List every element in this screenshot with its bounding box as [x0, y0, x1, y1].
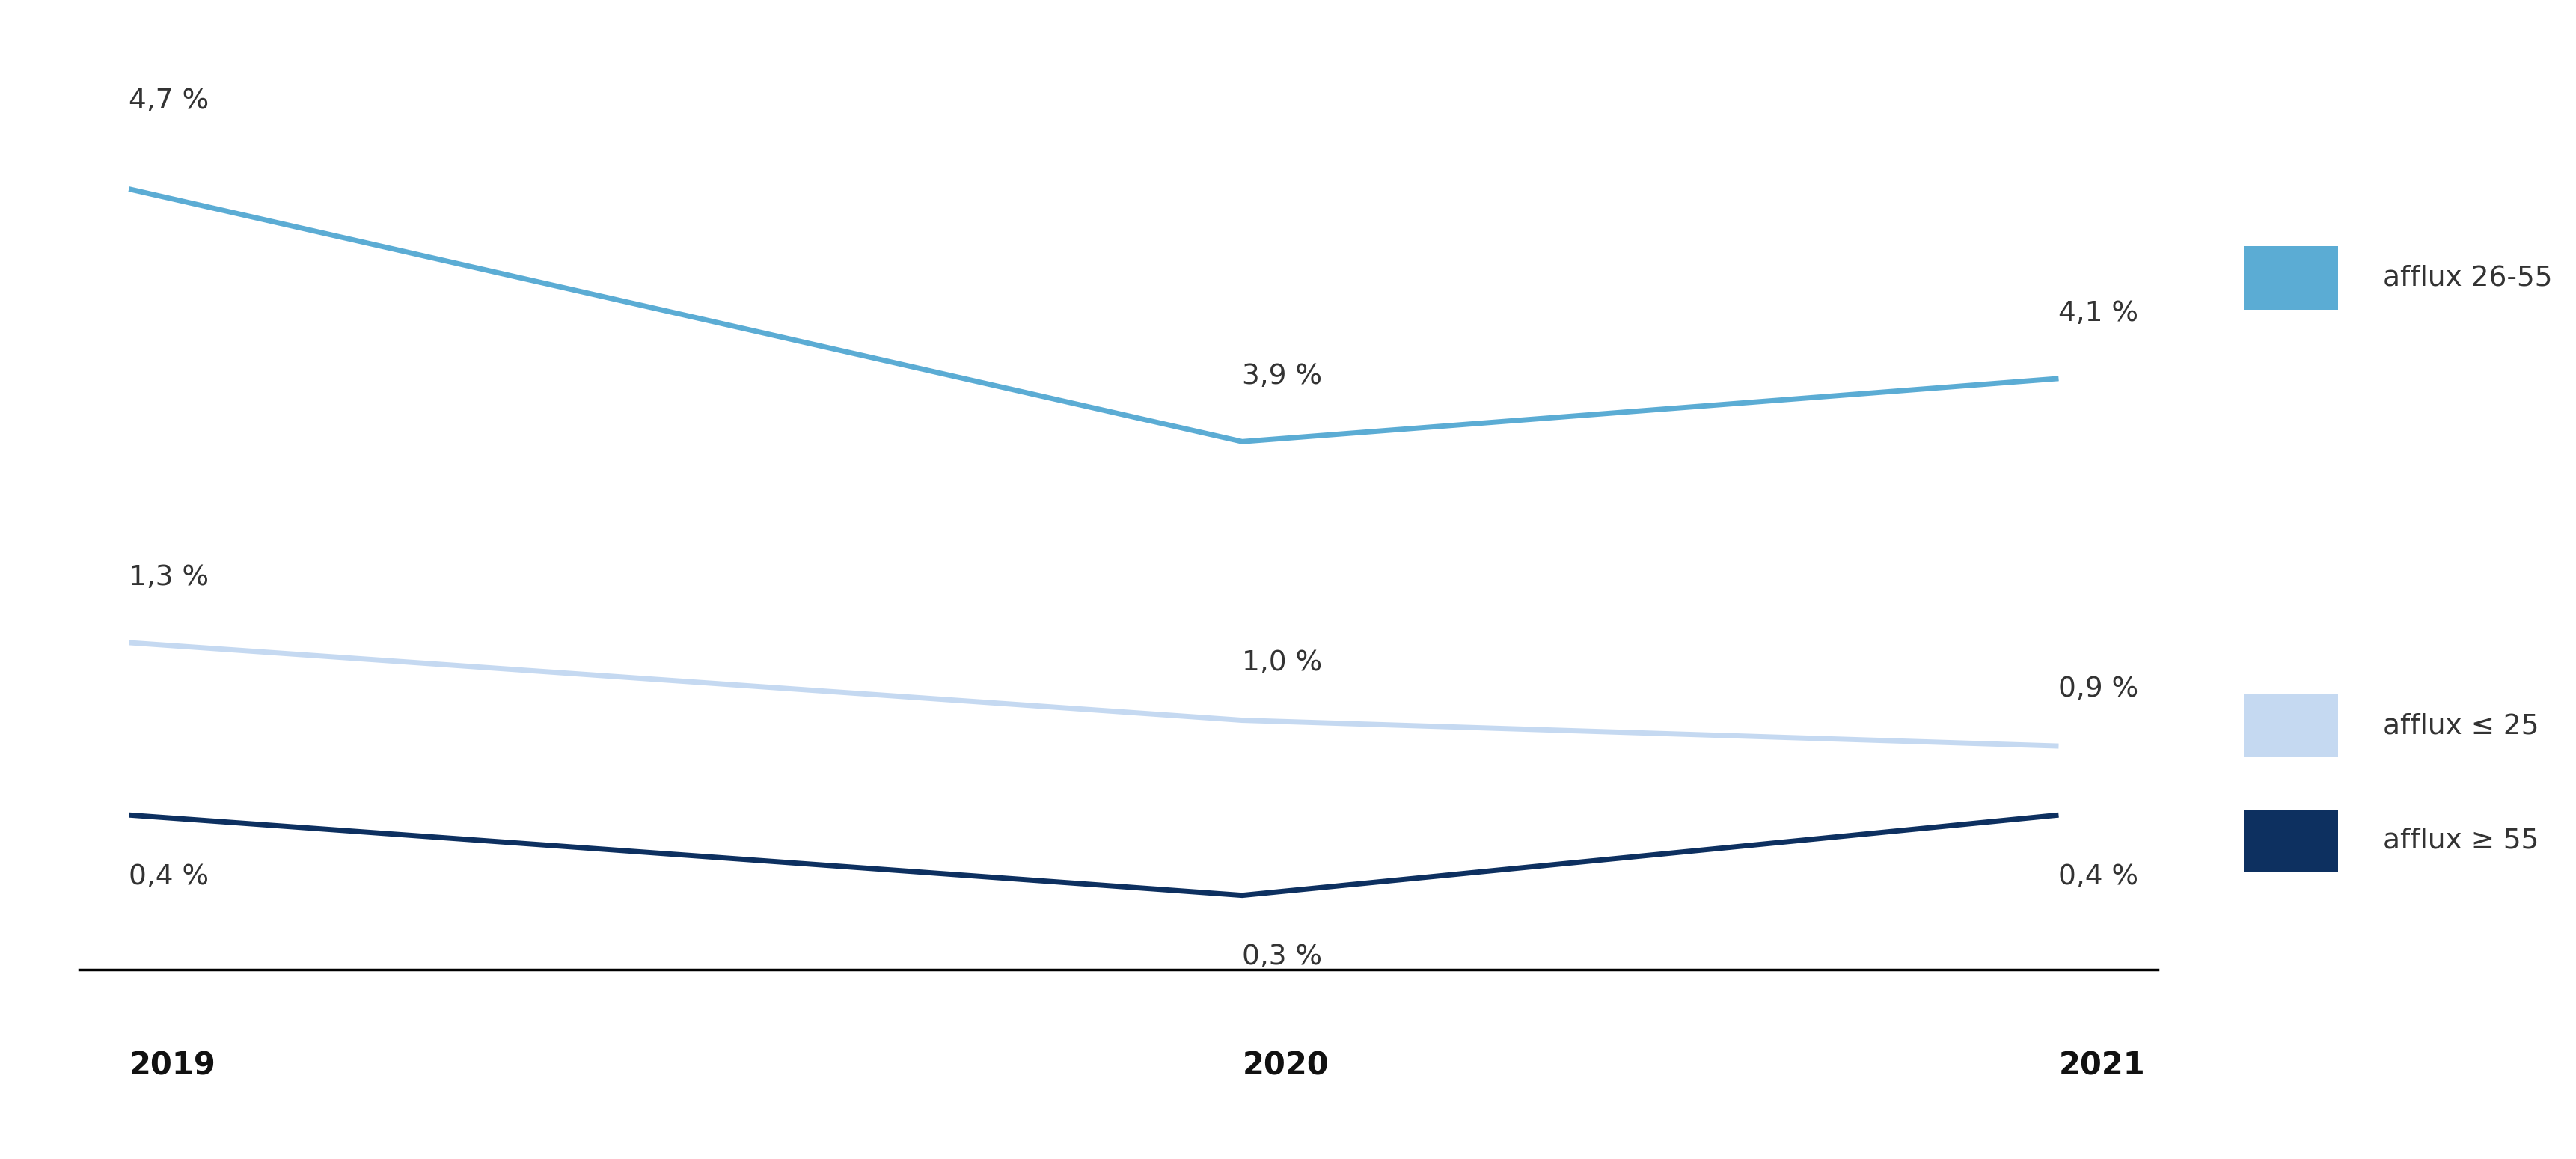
Text: 0,4 %: 0,4 %: [129, 863, 209, 890]
FancyBboxPatch shape: [2244, 694, 2339, 758]
Text: 1,0 %: 1,0 %: [1242, 650, 1321, 677]
Text: 0,9 %: 0,9 %: [2058, 676, 2138, 702]
Text: 2021: 2021: [2058, 1050, 2146, 1081]
Text: afflux ≥ 55: afflux ≥ 55: [2383, 828, 2537, 854]
Text: 0,4 %: 0,4 %: [2058, 863, 2138, 890]
Text: 3,9 %: 3,9 %: [1242, 363, 1321, 389]
FancyBboxPatch shape: [2244, 247, 2339, 309]
Text: afflux 26-55: afflux 26-55: [2383, 264, 2553, 291]
Text: 1,3 %: 1,3 %: [129, 564, 209, 591]
Text: afflux ≤ 25: afflux ≤ 25: [2383, 713, 2540, 739]
Text: 0,3 %: 0,3 %: [1242, 943, 1321, 970]
Text: 2020: 2020: [1242, 1050, 1329, 1081]
FancyBboxPatch shape: [2244, 809, 2339, 873]
Text: 2019: 2019: [129, 1050, 216, 1081]
Text: 4,7 %: 4,7 %: [129, 87, 209, 115]
Text: 4,1 %: 4,1 %: [2058, 300, 2138, 327]
